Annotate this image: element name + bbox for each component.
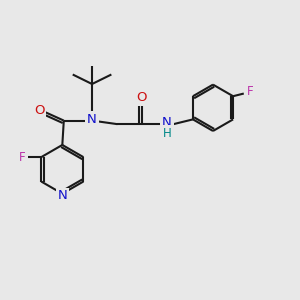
Text: N: N — [162, 116, 172, 129]
Text: F: F — [246, 85, 253, 98]
Text: O: O — [34, 104, 45, 117]
Text: N: N — [87, 112, 97, 126]
Text: N: N — [57, 189, 67, 202]
Text: O: O — [136, 91, 147, 104]
Text: F: F — [19, 151, 25, 164]
Text: H: H — [163, 127, 171, 140]
